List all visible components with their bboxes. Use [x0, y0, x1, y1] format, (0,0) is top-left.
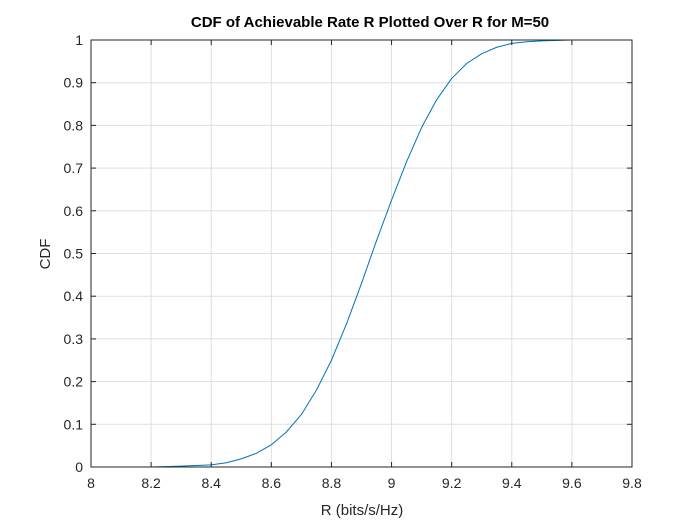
x-tick-label: 8.6	[262, 475, 282, 491]
y-tick-label: 1	[75, 32, 83, 48]
y-tick-label: 0.6	[64, 203, 84, 219]
x-tick-label: 8.2	[141, 475, 161, 491]
x-tick-label: 9.2	[442, 475, 462, 491]
x-tick-label: 8.8	[322, 475, 342, 491]
x-tick-label: 9	[388, 475, 396, 491]
y-axis-label: CDF	[37, 239, 54, 270]
data-layer	[106, 39, 626, 468]
y-tick-label: 0.4	[64, 288, 84, 304]
x-tick-label: 9.8	[622, 475, 642, 491]
x-tick-label: 9.4	[502, 475, 522, 491]
y-tick-label: 0.3	[64, 331, 84, 347]
y-tick-label: 0.9	[64, 75, 84, 91]
y-tick-label: 0.7	[64, 160, 84, 176]
x-tick-label: 8	[87, 475, 95, 491]
y-tick-label: 0.8	[64, 117, 84, 133]
y-tick-label: 0.5	[64, 246, 84, 262]
ticks: 8 8.2 8.4 8.6 8.8 9 9.2 9.4 9.6 9.8 0 0.1 0.2 0.3 0.4 0…	[64, 32, 642, 491]
grid	[90, 39, 633, 468]
y-tick-label: 0	[75, 459, 83, 475]
cdf-line	[106, 39, 626, 468]
x-axis-label: R (bits/s/Hz)	[321, 502, 404, 519]
y-tick-label: 0.2	[64, 374, 84, 390]
y-tick-label: 0.1	[64, 416, 84, 432]
chart-title: CDF of Achievable Rate R Plotted Over R …	[191, 14, 549, 31]
x-tick-label: 8.4	[201, 475, 221, 491]
x-tick-label: 9.6	[562, 475, 582, 491]
